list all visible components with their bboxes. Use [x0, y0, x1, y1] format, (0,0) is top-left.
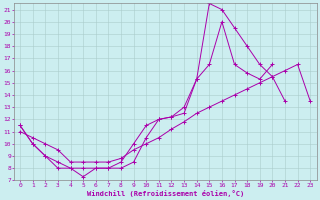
X-axis label: Windchill (Refroidissement éolien,°C): Windchill (Refroidissement éolien,°C) [86, 190, 244, 197]
